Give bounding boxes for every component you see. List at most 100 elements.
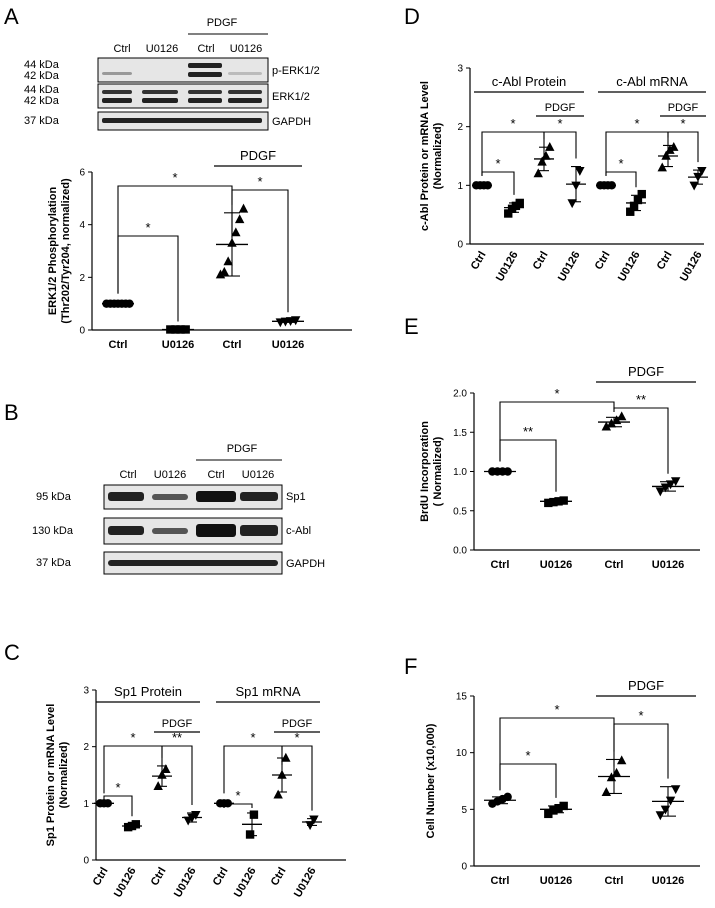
significance-label: ** [523, 424, 533, 439]
data-point [601, 421, 612, 431]
data-point [559, 496, 568, 505]
western-blot-a: PDGF Ctrl U0126 Ctrl U0126 44 kDa 42 kDa… [24, 17, 320, 131]
data-point [554, 804, 563, 813]
pdgf-label: PDGF [668, 102, 699, 114]
significance-bracket [481, 171, 515, 195]
y-tick-label: 1 [83, 799, 89, 810]
blot-a-lane-2: U0126 [146, 43, 178, 55]
panel-letter-c: C [4, 640, 20, 665]
significance-bracket [499, 439, 557, 492]
x-tick-label: U0126 [292, 866, 319, 900]
blot-a-row1-marker1: 44 kDa [24, 59, 60, 71]
x-tick-label: Ctrl [223, 339, 242, 351]
section-label: Sp1 mRNA [235, 684, 300, 699]
blot-b-band [196, 491, 236, 502]
blot-a-lane-3: Ctrl [197, 43, 214, 55]
section-label: Sp1 Protein [114, 684, 182, 699]
data-point [655, 487, 666, 497]
significance-label: * [554, 702, 559, 717]
x-tick-label: U0126 [112, 866, 139, 900]
significance-bracket [543, 131, 577, 159]
data-point [231, 227, 241, 237]
blot-a-band [188, 90, 222, 94]
y-tick-label: 0 [83, 856, 89, 867]
x-tick-label: Ctrl [655, 250, 675, 272]
data-point [657, 162, 667, 172]
blot-a-pdgf-label: PDGF [207, 17, 238, 29]
significance-label: ** [172, 730, 182, 745]
y-tick-label: 10 [456, 748, 468, 759]
blot-a-row2-marker1: 44 kDa [24, 84, 60, 96]
data-point [616, 411, 627, 421]
significance-label: * [145, 220, 150, 235]
chart-e: 0.0 0.5 1.0 1.5 2.0 BrdU Incorporation( Norma… [419, 364, 700, 571]
significance-label: * [172, 170, 177, 185]
data-point [273, 789, 283, 799]
charts-layer: 0 2 4 6 ERK1/2 Phosphorylation (Thr202/Tyr204… [45, 64, 708, 900]
blot-a-row1-marker2: 42 kDa [24, 70, 60, 82]
blot-a-row2-membrane [97, 83, 269, 109]
blot-a-band [188, 63, 222, 68]
y-tick-label: 0 [79, 326, 85, 337]
chart-f: 0 5 10 15 Cell Number (x10,000) Ctrl U0126 Ctrl… [425, 678, 700, 887]
blot-a-row3-label: GAPDH [272, 116, 311, 128]
blot-b-band [152, 528, 188, 534]
data-point [633, 195, 643, 205]
data-point [281, 752, 291, 762]
x-tick-label: U0126 [162, 339, 194, 351]
x-tick-label: Ctrl [491, 559, 510, 571]
data-point [153, 781, 163, 791]
section-label: c-Abl mRNA [616, 74, 688, 89]
significance-bracket [117, 235, 179, 322]
data-point [669, 142, 679, 151]
x-tick-label: Ctrl [269, 866, 289, 888]
blot-b-band [108, 526, 144, 535]
panel-letter-b: B [4, 400, 19, 425]
pdgf-label: PDGF [628, 678, 664, 693]
blot-a-row3-marker: 37 kDa [24, 115, 60, 127]
blot-a-band [228, 98, 262, 103]
blot-a-band [102, 98, 132, 103]
x-tick-label: Ctrl [605, 875, 624, 887]
x-tick-label: U0126 [232, 866, 259, 900]
x-tick-label: U0126 [272, 339, 304, 351]
significance-label: * [130, 730, 135, 745]
significance-label: * [495, 156, 500, 171]
x-tick-label: U0126 [540, 875, 572, 887]
significance-label: * [115, 780, 120, 795]
panel-letter-a: A [4, 4, 19, 29]
chart-a: 0 2 4 6 ERK1/2 Phosphorylation (Thr202/Tyr204… [47, 148, 352, 351]
blot-b-band [152, 494, 188, 500]
significance-bracket [223, 803, 253, 808]
data-point [626, 207, 635, 216]
y-tick-label: 3 [83, 686, 89, 697]
data-point [219, 266, 230, 276]
blot-b-band [108, 560, 278, 566]
y-tick-label: 2.0 [453, 389, 467, 400]
x-tick-label: Ctrl [91, 866, 111, 888]
blot-b-lane-4: U0126 [242, 469, 274, 481]
data-point [309, 815, 319, 825]
data-point [238, 203, 249, 213]
y-axis-label: ERK1/2 Phosphorylation [47, 187, 59, 316]
data-point [549, 497, 558, 507]
blot-b-band [240, 492, 278, 501]
blot-b-band [108, 492, 144, 501]
blot-a-row2-marker2: 42 kDa [24, 95, 60, 107]
pdgf-label: PDGF [628, 364, 664, 379]
y-tick-label: 0.0 [453, 546, 467, 557]
y-axis-label: (Normalized) [432, 122, 444, 189]
y-tick-label: 2 [79, 273, 85, 284]
data-point [533, 168, 543, 178]
y-axis-label: ( Normalized) [432, 436, 444, 506]
y-axis-label: BrdU Incorporation [419, 421, 431, 522]
data-point [545, 142, 555, 151]
blot-b-row2-label: c-Abl [286, 525, 311, 537]
panel-letter-e: E [404, 314, 419, 339]
data-point [223, 256, 233, 266]
y-axis-label: c-Abl Protein or mRNA Level [419, 81, 431, 231]
blot-a-band [102, 72, 132, 75]
significance-bracket [481, 131, 545, 176]
data-point [249, 810, 259, 819]
blot-a-row2-label: ERK1/2 [272, 91, 310, 103]
